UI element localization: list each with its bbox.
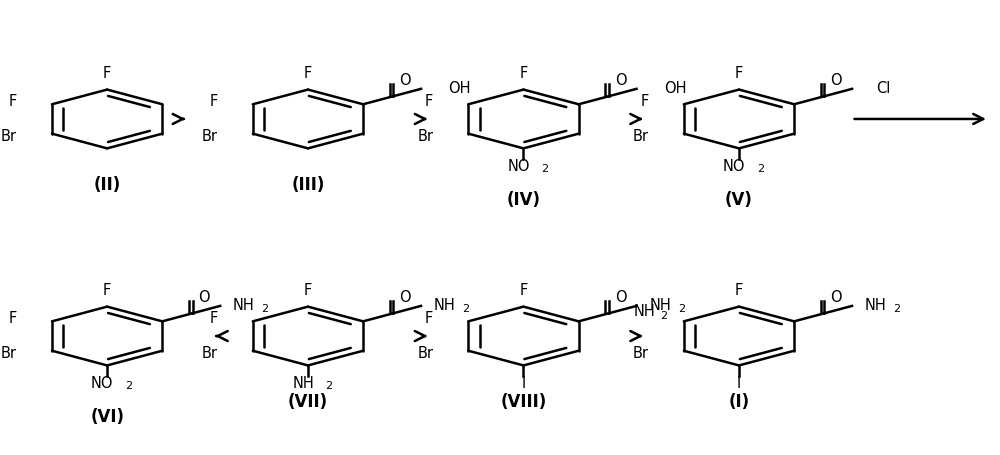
Text: NO: NO — [91, 376, 113, 391]
Text: (III): (III) — [291, 176, 325, 193]
Text: Br: Br — [417, 129, 433, 144]
Text: OH: OH — [664, 81, 686, 96]
Text: O: O — [399, 73, 411, 88]
Text: F: F — [519, 283, 528, 298]
Text: F: F — [103, 283, 111, 298]
Text: (VII): (VII) — [288, 393, 328, 410]
Text: Br: Br — [1, 346, 17, 361]
Text: O: O — [615, 73, 627, 88]
Text: F: F — [425, 311, 433, 326]
Text: NH: NH — [633, 303, 655, 318]
Text: (VI): (VI) — [90, 409, 124, 426]
Text: F: F — [9, 311, 17, 326]
Text: O: O — [830, 73, 842, 88]
Text: NO: NO — [507, 159, 530, 174]
Text: (VIII): (VIII) — [500, 393, 547, 410]
Text: F: F — [210, 311, 218, 326]
Text: F: F — [641, 94, 649, 109]
Text: 2: 2 — [261, 303, 268, 313]
Text: (I): (I) — [728, 393, 750, 410]
Text: O: O — [199, 290, 210, 305]
Text: 2: 2 — [125, 381, 132, 391]
Text: NH: NH — [649, 298, 671, 313]
Text: F: F — [519, 66, 528, 81]
Text: F: F — [210, 94, 218, 109]
Text: F: F — [103, 66, 111, 81]
Text: (II): (II) — [94, 176, 121, 193]
Text: 2: 2 — [462, 303, 469, 313]
Text: Cl: Cl — [877, 81, 891, 96]
Text: Br: Br — [633, 346, 649, 361]
Text: NH: NH — [292, 376, 314, 391]
Text: 2: 2 — [893, 303, 900, 313]
Text: 2: 2 — [660, 311, 667, 321]
Text: F: F — [425, 94, 433, 109]
Text: OH: OH — [448, 81, 471, 96]
Text: O: O — [399, 290, 411, 305]
Text: Br: Br — [202, 346, 218, 361]
Text: (V): (V) — [725, 192, 753, 209]
Text: I: I — [521, 375, 526, 390]
Text: F: F — [735, 283, 743, 298]
Text: F: F — [304, 66, 312, 81]
Text: Br: Br — [202, 129, 218, 144]
Text: 2: 2 — [757, 164, 764, 174]
Text: Br: Br — [1, 129, 17, 144]
Text: O: O — [830, 290, 842, 305]
Text: 2: 2 — [326, 381, 333, 391]
Text: Br: Br — [417, 346, 433, 361]
Text: (IV): (IV) — [506, 192, 540, 209]
Text: NH: NH — [233, 298, 255, 313]
Text: NO: NO — [723, 159, 745, 174]
Text: F: F — [735, 66, 743, 81]
Text: NH: NH — [865, 298, 887, 313]
Text: Br: Br — [633, 129, 649, 144]
Text: 2: 2 — [541, 164, 548, 174]
Text: I: I — [737, 375, 741, 390]
Text: F: F — [304, 283, 312, 298]
Text: O: O — [615, 290, 627, 305]
Text: NH: NH — [434, 298, 455, 313]
Text: F: F — [9, 94, 17, 109]
Text: 2: 2 — [678, 303, 685, 313]
